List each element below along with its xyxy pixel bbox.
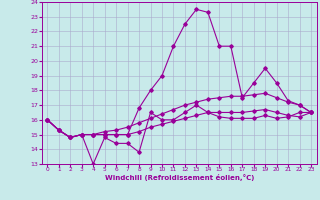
X-axis label: Windchill (Refroidissement éolien,°C): Windchill (Refroidissement éolien,°C) <box>105 174 254 181</box>
